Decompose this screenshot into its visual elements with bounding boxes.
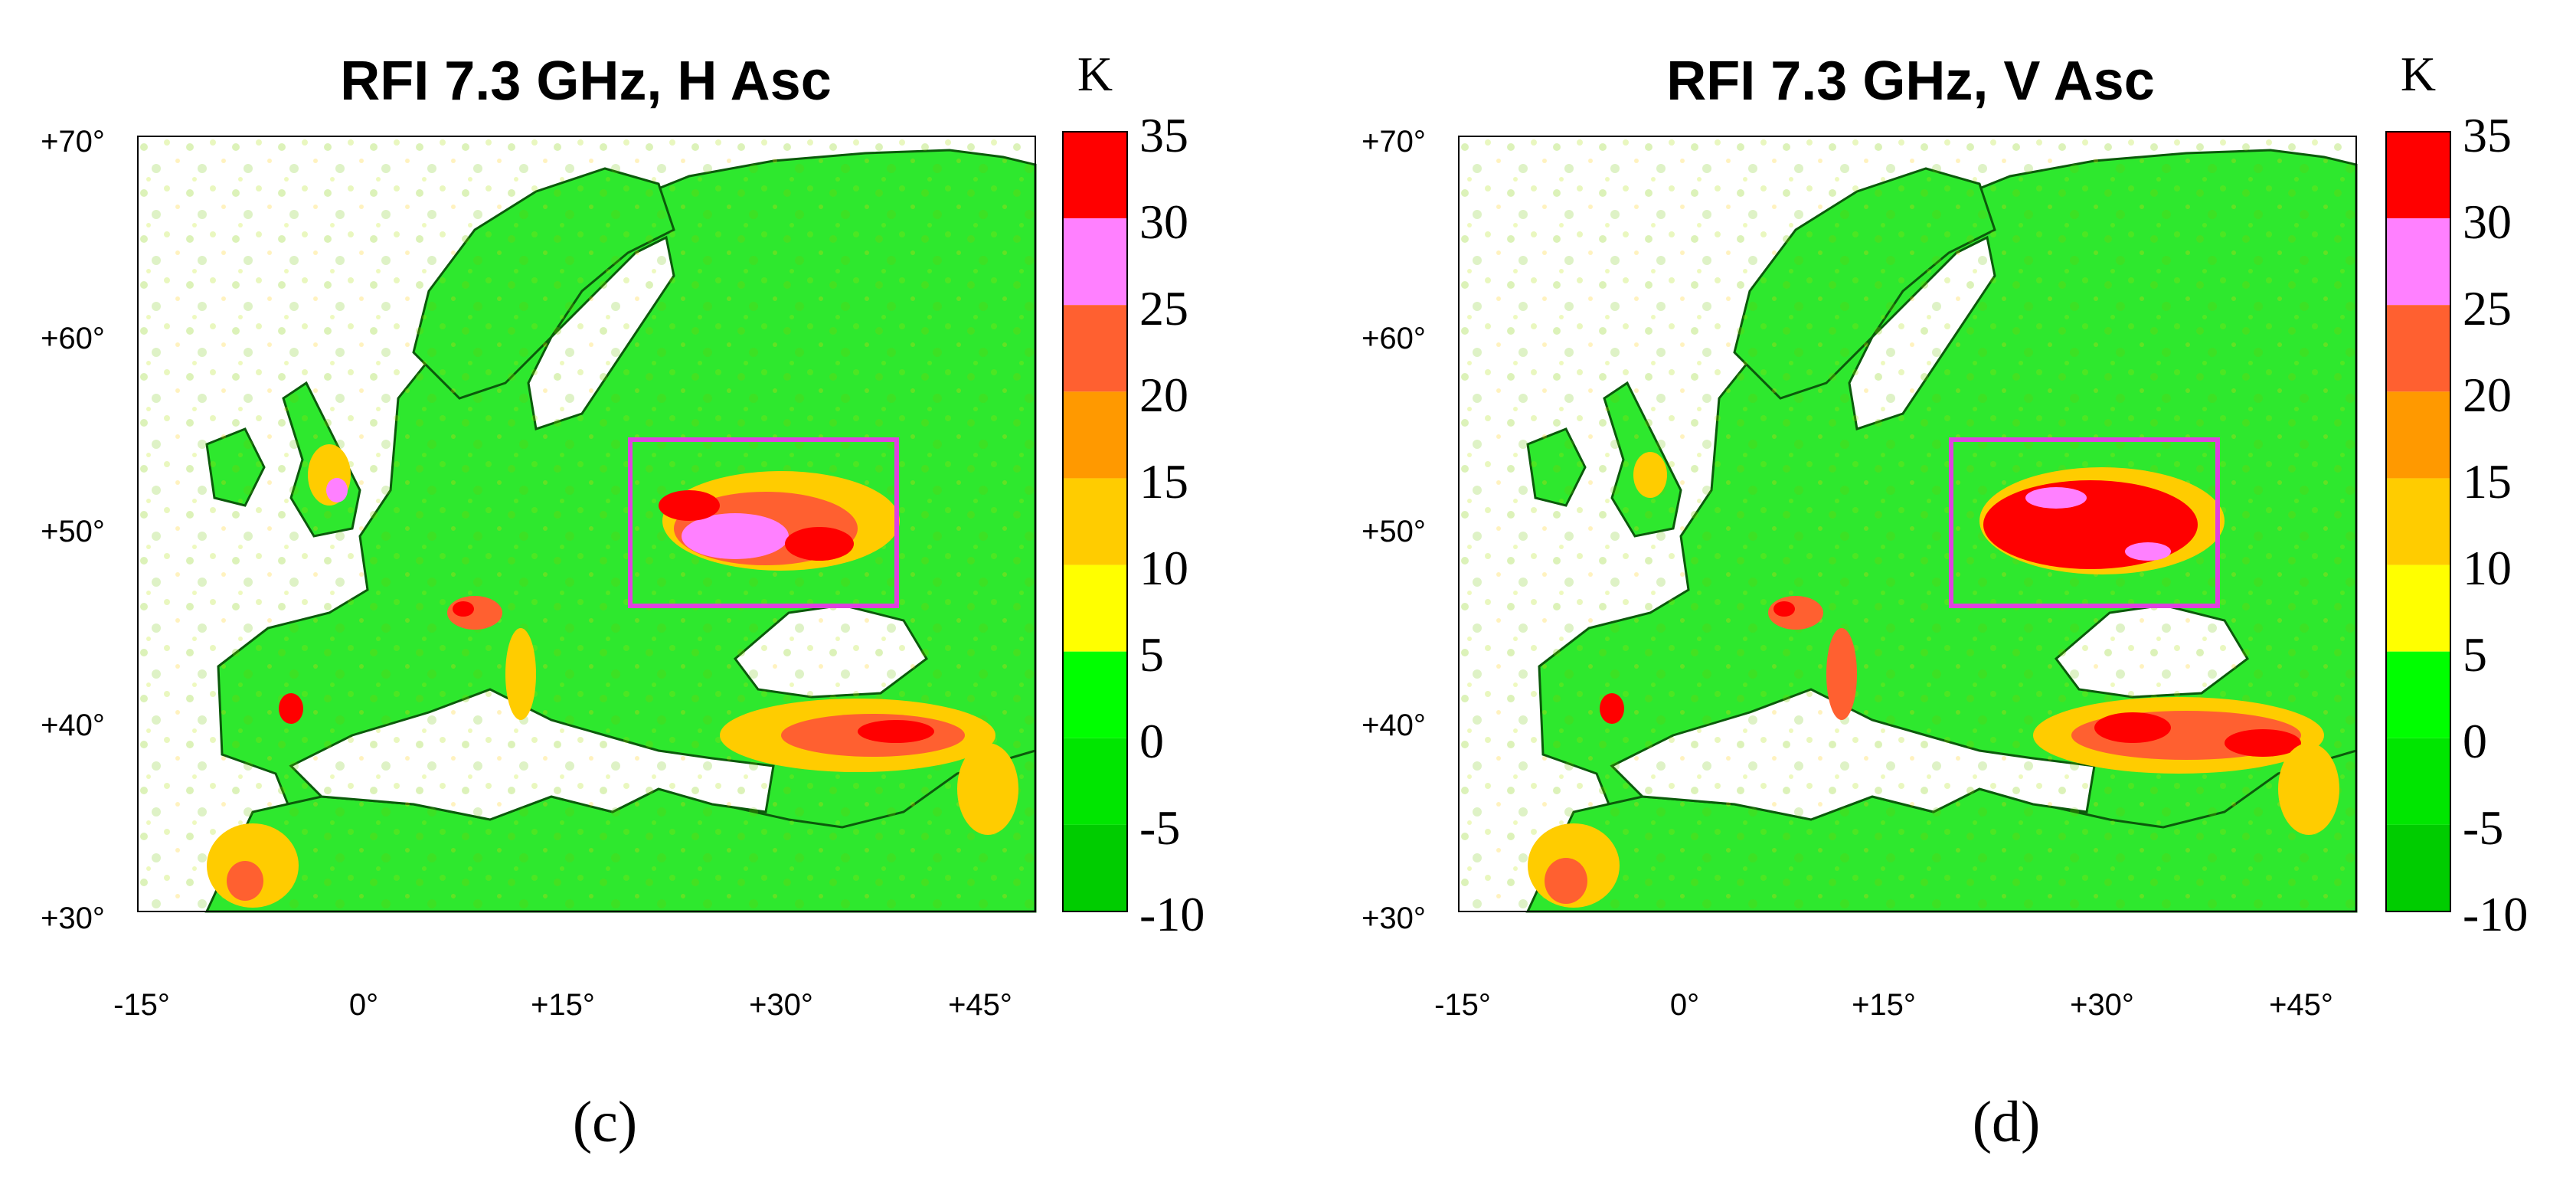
panel-label: (d) xyxy=(1973,1090,2041,1154)
y-tick-label: +60° xyxy=(41,322,105,355)
rfi-region-ukraine xyxy=(1979,467,2225,574)
chart-title: RFI 7.3 GHz, H Asc xyxy=(340,51,832,112)
colorbar-tick: 20 xyxy=(2463,368,2512,422)
colorbar-bin xyxy=(2386,738,2450,825)
colorbar-bin xyxy=(2386,651,2450,738)
y-tick-label: +50° xyxy=(41,515,105,548)
x-tick-label: -15° xyxy=(113,988,170,1022)
colorbar-bin xyxy=(2386,305,2450,392)
texture-overlay xyxy=(138,136,1035,911)
colorbar-tick: -5 xyxy=(1139,800,1180,855)
rfi-region-ukraine xyxy=(659,471,900,571)
colorbar-tick: -10 xyxy=(2463,887,2528,941)
highlight-box xyxy=(1949,437,2220,608)
y-tick-label: +70° xyxy=(1362,125,1426,159)
colorbar-bin xyxy=(1063,738,1127,825)
y-tick-label: +60° xyxy=(1362,322,1426,355)
colorbar-tick: 10 xyxy=(2463,541,2512,595)
panel-c: RFI 7.3 GHz, H Asc xyxy=(41,47,1205,1154)
colorbar: K 35 30 25 20 15 10 5 0 -5 -10 xyxy=(2385,47,2528,941)
colorbar-bin xyxy=(1063,651,1127,738)
colorbar-tick: 5 xyxy=(1139,627,1164,682)
rfi-region-italy xyxy=(1768,596,1857,720)
colorbar-tick: 0 xyxy=(2463,714,2487,768)
colorbar-bin xyxy=(2386,478,2450,565)
colorbar-bin xyxy=(1063,218,1127,306)
colorbar-tick: 15 xyxy=(1139,454,1188,509)
colorbar-bin xyxy=(2386,824,2450,911)
colorbar-tick: 35 xyxy=(2463,108,2512,162)
y-axis: +70° +60° +50° +40° +30° xyxy=(41,125,105,935)
x-axis: -15° 0° +15° +30° +45° xyxy=(113,988,1012,1022)
chart-title: RFI 7.3 GHz, V Asc xyxy=(1666,51,2155,112)
map-area xyxy=(137,136,1037,913)
colorbar-tick: -10 xyxy=(1139,887,1205,941)
colorbar-bin xyxy=(1063,132,1127,219)
x-tick-label: +45° xyxy=(948,988,1012,1022)
colorbar-frame xyxy=(2385,131,2451,912)
colorbar-bin xyxy=(2386,218,2450,306)
colorbar-bin xyxy=(1063,391,1127,479)
colorbar-bin xyxy=(2386,391,2450,479)
colorbar-tick: 10 xyxy=(1139,541,1188,595)
axes-frame xyxy=(137,136,1036,912)
map-area xyxy=(1458,136,2358,913)
x-axis: -15° 0° +15° +30° +45° xyxy=(1434,988,2333,1022)
colorbar: K 35 30 25 20 15 10 5 0 -5 -10 xyxy=(1062,47,1205,941)
panel-d: RFI 7.3 GHz, V Asc xyxy=(1362,47,2528,1154)
x-tick-label: +45° xyxy=(2269,988,2333,1022)
colorbar-tick: -5 xyxy=(2463,800,2503,855)
colorbar-unit: K xyxy=(1077,47,1113,101)
x-tick-label: +30° xyxy=(2070,988,2134,1022)
x-tick-label: +15° xyxy=(531,988,595,1022)
y-tick-label: +40° xyxy=(41,709,105,742)
colorbar-tick: 25 xyxy=(2463,281,2512,335)
rfi-region-turkey xyxy=(720,699,1018,835)
colorbar-bin xyxy=(2386,565,2450,652)
highlight-box xyxy=(628,437,899,608)
x-tick-label: +15° xyxy=(1852,988,1916,1022)
x-tick-label: 0° xyxy=(1670,988,1699,1022)
colorbar-tick: 25 xyxy=(1139,281,1188,335)
colorbar-frame xyxy=(1062,131,1128,912)
colorbar-bins xyxy=(2386,132,2450,911)
panel-label: (c) xyxy=(573,1090,637,1154)
colorbar-bin xyxy=(2386,132,2450,219)
colorbar-tick: 5 xyxy=(2463,627,2487,682)
rfi-region-iberia xyxy=(207,693,303,908)
colorbar-tick: 30 xyxy=(1139,195,1188,249)
colorbar-tick: 20 xyxy=(1139,368,1188,422)
colorbar-bin xyxy=(1063,565,1127,652)
rfi-region-italy xyxy=(447,596,536,720)
colorbar-bin xyxy=(1063,824,1127,911)
y-tick-label: +30° xyxy=(41,902,105,935)
rfi-region-iberia xyxy=(1528,693,1624,908)
x-tick-label: +30° xyxy=(749,988,813,1022)
x-tick-label: -15° xyxy=(1434,988,1491,1022)
axes-frame xyxy=(1458,136,2357,912)
colorbar-tick: 35 xyxy=(1139,108,1188,162)
y-tick-label: +50° xyxy=(1362,515,1426,548)
x-tick-label: 0° xyxy=(349,988,378,1022)
colorbar-unit: K xyxy=(2401,47,2436,101)
colorbar-tick: 15 xyxy=(2463,454,2512,509)
rfi-region-uk xyxy=(308,444,351,506)
y-tick-label: +30° xyxy=(1362,902,1426,935)
colorbar-bin xyxy=(1063,478,1127,565)
y-axis: +70° +60° +50° +40° +30° xyxy=(1362,125,1426,935)
colorbar-bin xyxy=(1063,305,1127,392)
rfi-region-turkey xyxy=(2033,697,2339,835)
y-tick-label: +40° xyxy=(1362,709,1426,742)
colorbar-bins xyxy=(1063,132,1127,911)
colorbar-tick: 0 xyxy=(1139,714,1164,768)
colorbar-tick: 30 xyxy=(2463,195,2512,249)
y-tick-label: +70° xyxy=(41,125,105,159)
rfi-region-uk xyxy=(1633,452,1667,498)
